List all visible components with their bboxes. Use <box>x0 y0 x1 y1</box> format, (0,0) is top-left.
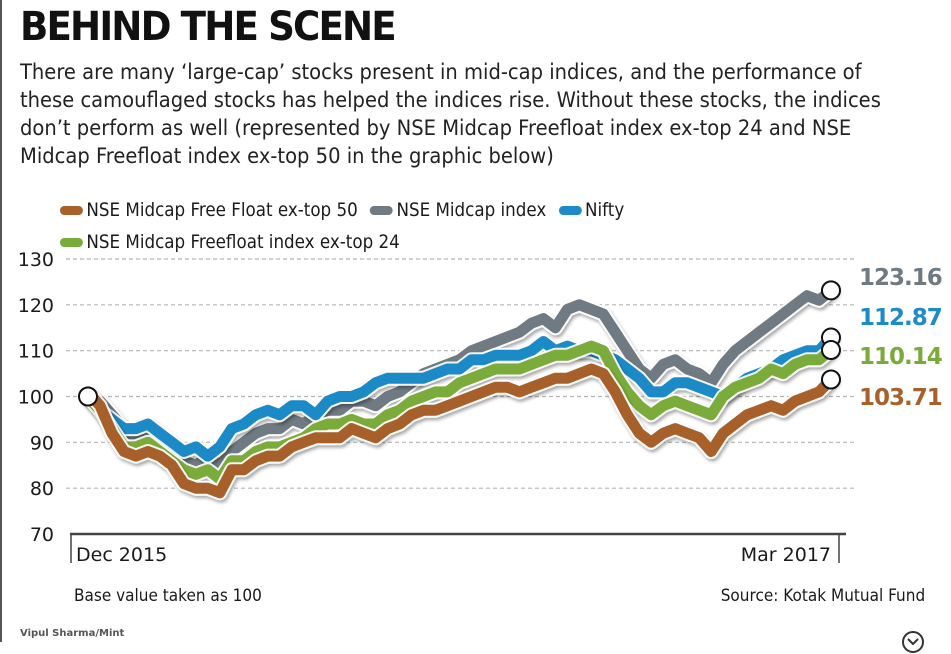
source-note: Source: Kotak Mutual Fund <box>720 586 925 606</box>
page-title: BEHIND THE SCENE <box>20 4 397 50</box>
legend-swatch <box>60 205 83 215</box>
series-group <box>80 361 839 501</box>
legend-label: NSE Midcap index <box>396 199 547 221</box>
series-group <box>80 338 839 487</box>
end-value-label: 123.16 <box>859 265 942 291</box>
chevron-down-circle-icon[interactable] <box>901 630 925 654</box>
chart-legend: NSE Midcap Free Float ex-top 50 NSE Midc… <box>60 194 637 258</box>
y-tick-label: 110 <box>18 341 54 363</box>
legend-swatch <box>558 205 582 215</box>
base-value-note: Base value taken as 100 <box>74 586 262 606</box>
legend-label: NSE Midcap Free Float ex-top 50 <box>86 199 358 221</box>
y-tick-label: 70 <box>30 524 54 546</box>
legend-label: Nifty <box>585 199 625 221</box>
credit-line: Vipul Sharma/Mint <box>20 628 125 639</box>
legend-label: NSE Midcap Freefloat index ex-top 24 <box>86 231 400 253</box>
legend-swatch <box>370 205 393 215</box>
start-marker <box>78 386 98 407</box>
y-tick-label: 100 <box>18 387 54 409</box>
end-value-label: 103.71 <box>859 385 942 411</box>
series-line <box>82 340 837 485</box>
legend-row: NSE Midcap Freefloat index ex-top 24 <box>60 226 637 258</box>
legend-swatch <box>60 237 83 247</box>
series-group <box>80 330 839 464</box>
subtitle-line: don’t perform as well (represented by NS… <box>20 116 852 140</box>
left-border-rule <box>0 0 2 642</box>
y-tick-label: 120 <box>18 295 54 317</box>
legend-row: NSE Midcap Free Float ex-top 50 NSE Midc… <box>60 194 637 226</box>
end-value-label: 110.14 <box>859 344 942 370</box>
series-line <box>82 363 837 499</box>
markers <box>78 280 841 407</box>
end-marker <box>821 369 841 390</box>
subtitle: There are many ‘large-cap’ stocks presen… <box>20 58 881 170</box>
y-tick-label: 90 <box>30 432 54 454</box>
series-line <box>82 332 837 462</box>
series-lines <box>80 282 839 501</box>
x-tick-label-end: Mar 2017 <box>741 544 831 566</box>
legend-item-ex-top-50: NSE Midcap Free Float ex-top 50 <box>60 199 358 221</box>
end-marker <box>821 340 841 361</box>
legend-item-nifty: Nifty <box>558 199 625 221</box>
end-marker <box>821 280 841 301</box>
end-value-labels: 123.16 112.87 110.14 103.71 <box>859 265 943 411</box>
end-value-label: 112.87 <box>859 305 942 331</box>
subtitle-line: Midcap Freefloat index ex-top 50 in the … <box>20 144 554 168</box>
y-tick-label: 130 <box>18 249 54 271</box>
subtitle-line: There are many ‘large-cap’ stocks presen… <box>20 60 862 84</box>
y-tick-label: 80 <box>30 478 54 500</box>
x-tick-label-start: Dec 2015 <box>76 544 167 566</box>
x-axis: Dec 2015 Mar 2017 <box>70 532 846 566</box>
legend-item-ex-top-24: NSE Midcap Freefloat index ex-top 24 <box>60 231 400 253</box>
legend-item-midcap-index: NSE Midcap index <box>370 199 546 221</box>
subtitle-line: these camouflaged stocks has helped the … <box>20 88 881 112</box>
y-axis-ticks: 130 120 110 100 90 80 70 <box>18 249 54 546</box>
